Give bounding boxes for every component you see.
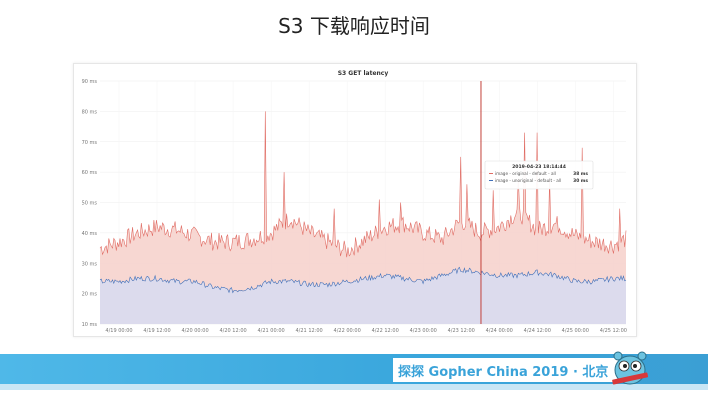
y-tick-label: 10 ms <box>82 322 98 328</box>
y-tick-label: 30 ms <box>82 261 98 267</box>
x-tick-label: 4/24 00:00 <box>486 328 513 334</box>
slide-title: S3 下载响应时间 <box>278 14 430 38</box>
x-tick-label: 4/21 00:00 <box>257 328 284 334</box>
x-tick-label: 4/22 00:00 <box>334 328 361 334</box>
x-tick-label: 4/22 12:00 <box>372 328 399 334</box>
y-tick-label: 40 ms <box>82 231 98 237</box>
y-tick-label: 60 ms <box>82 170 98 176</box>
tooltip-time: 2019-04-23 18:14:44 <box>512 164 566 170</box>
gopher-mascot-icon <box>612 351 649 385</box>
x-tick-label: 4/23 00:00 <box>410 328 437 334</box>
chart-title: S3 GET latency <box>338 70 389 77</box>
tooltip-row-label: image - original - default - all <box>495 171 556 176</box>
series-area-1 <box>100 111 626 325</box>
x-tick-label: 4/20 00:00 <box>181 328 208 334</box>
footer-banner-text: 探探 Gopher China 2019 · 北京 <box>398 365 609 380</box>
x-tick-label: 4/25 12:00 <box>600 328 627 334</box>
x-tick-label: 4/19 12:00 <box>143 328 170 334</box>
y-tick-label: 70 ms <box>82 140 98 146</box>
tooltip-row-value: 38 ms <box>573 171 588 177</box>
series-line-1 <box>99 111 627 258</box>
x-tick-label: 4/21 12:00 <box>296 328 323 334</box>
y-tick-label: 80 ms <box>82 109 98 115</box>
tooltip-row-label: image - unoriginal - default - all <box>495 178 561 183</box>
tooltip-box <box>484 160 594 190</box>
y-tick-label: 20 ms <box>82 292 98 298</box>
latency-chart[interactable]: S3 GET latency 10 ms 20 ms 30 ms 40 ms 50 ms 6… <box>74 64 636 336</box>
series-line-2 <box>99 266 627 294</box>
x-tick-label: 4/23 12:00 <box>448 328 475 334</box>
x-tick-label: 4/25 00:00 <box>562 328 589 334</box>
footer-label-box <box>393 358 629 382</box>
y-tick-label: 90 ms <box>82 79 98 85</box>
x-tick-label: 4/19 00:00 <box>105 328 132 334</box>
chart-panel: S3 GET latency 10 ms 20 ms 30 ms 40 ms 50 ms 6… <box>73 63 637 337</box>
x-tick-label: 4/20 12:00 <box>219 328 246 334</box>
x-tick-label: 4/24 12:00 <box>524 328 551 334</box>
tooltip-row-value: 30 ms <box>573 178 588 184</box>
series-area-2 <box>100 267 626 324</box>
footer-stripe <box>0 384 708 390</box>
y-tick-label: 50 ms <box>82 201 98 207</box>
